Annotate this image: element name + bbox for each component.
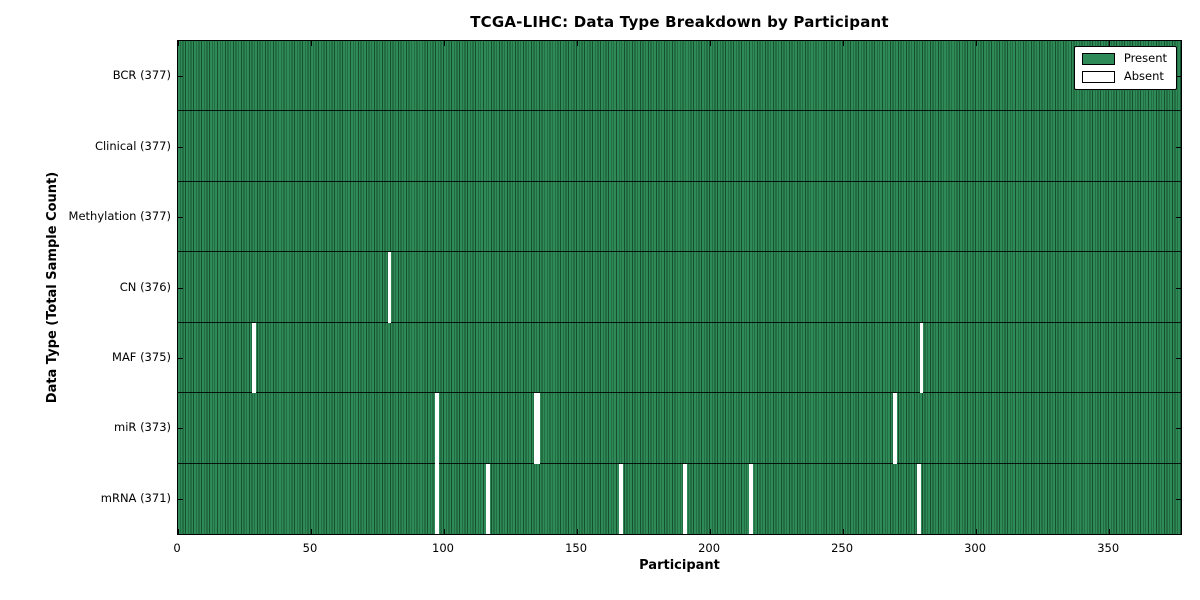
absent-bar [435, 463, 440, 534]
y-tick [1176, 357, 1181, 359]
y-tick [1176, 287, 1181, 289]
x-tick [444, 41, 445, 46]
y-tick [1176, 498, 1181, 500]
x-tick [710, 41, 712, 46]
x-tick [710, 529, 712, 534]
absent-bar [619, 463, 623, 534]
chart-title: TCGA-LIHC: Data Type Breakdown by Partic… [470, 13, 889, 31]
y-tick [178, 146, 183, 148]
row-MAF [178, 323, 1181, 394]
x-tick [311, 529, 312, 534]
y-tick [1176, 217, 1181, 219]
y-tick [178, 428, 183, 430]
x-tick-label-300: 300 [964, 541, 987, 555]
x-tick [976, 529, 978, 534]
x-tick-labels: 0 50 100 150 200 250 300 350 [173, 541, 1182, 557]
x-tick-label-0: 0 [173, 541, 181, 555]
y-tick-label-Methylation: Methylation (377) [68, 209, 171, 224]
y-tick-label-miR: miR (373) [114, 420, 171, 435]
absent-bar [919, 322, 924, 394]
x-tick-label-100: 100 [432, 541, 454, 555]
x-tick [178, 41, 179, 46]
legend-label-present: Present [1123, 51, 1167, 66]
x-tick-label-50: 50 [302, 541, 318, 555]
x-tick [1109, 529, 1111, 534]
x-tick [976, 41, 978, 46]
present-swatch-icon [1081, 53, 1115, 65]
y-tick [178, 357, 183, 359]
x-tick-label-250: 250 [831, 541, 854, 555]
row-Methylation [178, 182, 1181, 253]
y-tick [1176, 76, 1181, 78]
x-tick-label-350: 350 [1097, 541, 1120, 555]
y-tick [178, 76, 183, 78]
y-tick [178, 498, 183, 500]
absent-bar [749, 463, 754, 534]
row-BCR [178, 41, 1181, 112]
absent-bar [435, 393, 440, 464]
absent-bar [893, 393, 897, 464]
x-tick-label-200: 200 [698, 541, 721, 555]
row-Clinical [178, 111, 1181, 182]
y-tick [1176, 428, 1181, 430]
absent-swatch-icon [1081, 71, 1115, 83]
y-tick-labels: BCR (377) Clinical (377) Methylation (377)… [0, 40, 171, 535]
absent-bar [251, 322, 256, 394]
y-tick-label-CN: CN (376) [119, 279, 171, 294]
absent-bar [486, 463, 490, 534]
absent-bar [917, 463, 921, 534]
absent-bar [682, 463, 687, 534]
x-tick [1109, 41, 1111, 46]
legend-entry-absent: Absent [1081, 69, 1167, 84]
x-tick [577, 529, 579, 534]
y-tick [178, 287, 183, 289]
x-tick [577, 41, 579, 46]
legend-entry-present: Present [1081, 51, 1167, 66]
absent-bar [536, 393, 541, 464]
y-tick-label-BCR: BCR (377) [112, 68, 171, 83]
legend: Present Absent [1073, 46, 1177, 90]
plot-area: Present Absent [177, 40, 1182, 535]
y-tick-label-MAF: MAF (375) [112, 349, 171, 364]
row-miR [178, 393, 1181, 464]
legend-label-absent: Absent [1123, 69, 1164, 84]
y-tick [178, 217, 183, 219]
x-tick-label-150: 150 [565, 541, 588, 555]
x-tick [444, 529, 445, 534]
x-tick [178, 529, 179, 534]
y-tick-label-Clinical: Clinical (377) [94, 138, 171, 153]
x-axis-label: Participant [639, 558, 720, 573]
y-tick [1176, 146, 1181, 148]
absent-bar [533, 393, 538, 464]
absent-bar [387, 252, 392, 323]
x-tick [311, 41, 312, 46]
x-tick [843, 41, 845, 46]
y-tick-label-mRNA: mRNA (371) [100, 490, 171, 505]
row-CN [178, 252, 1181, 323]
row-mRNA [178, 464, 1181, 534]
x-tick [843, 529, 845, 534]
